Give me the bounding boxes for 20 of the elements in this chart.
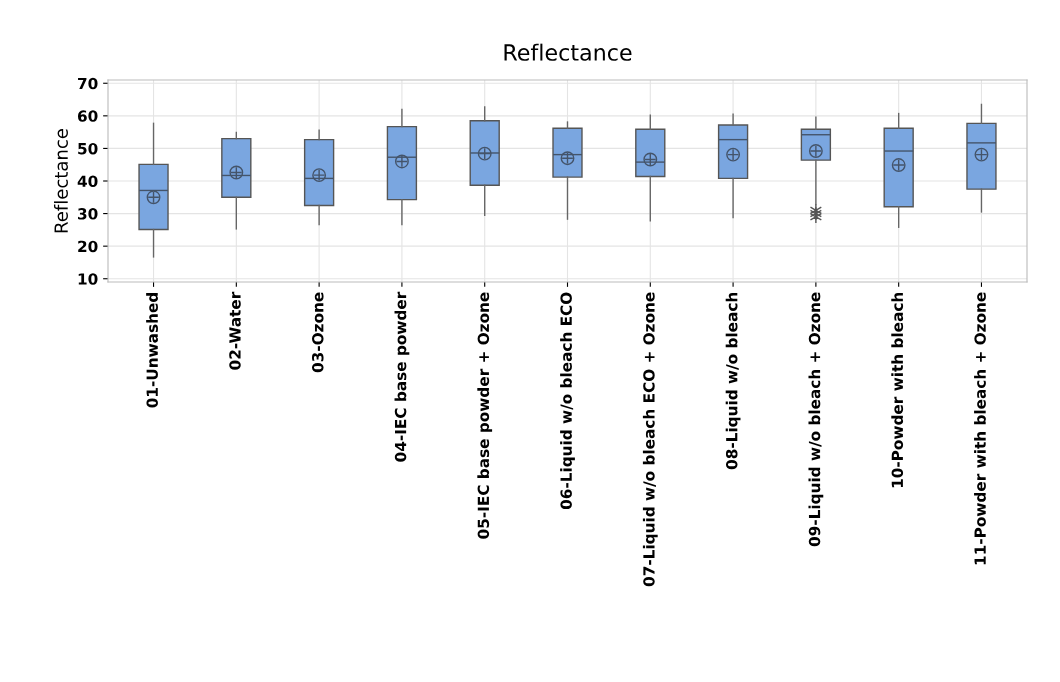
x-tick-label: 11-Powder with bleach + Ozone — [974, 292, 986, 565]
x-tick-label: 10-Powder with bleach — [891, 292, 904, 488]
y-tick-label: 20 — [78, 240, 98, 253]
chart-title: Reflectance — [504, 43, 632, 61]
y-tick-label: 70 — [78, 77, 98, 90]
x-tick-label: 09-Liquid w/o bleach + Ozone — [808, 292, 824, 547]
x-tick-label: 01-Unwashed — [146, 293, 158, 408]
y-tick-label: 30 — [78, 208, 98, 220]
x-tick-label: 06-Liquid w/o bleach ECO — [560, 292, 575, 510]
y-axis-title: Reflectance — [53, 129, 68, 233]
y-tick-label: 50 — [78, 142, 98, 155]
x-tick-label: 03-Ozone — [312, 292, 324, 373]
y-tick-label: 10 — [78, 273, 98, 285]
y-tick-label: 60 — [77, 110, 98, 122]
x-tick-label: 04-IEC base powder — [394, 291, 410, 462]
y-tick-label: 40 — [77, 175, 98, 188]
x-tick-label: 08-Liquid w/o bleach — [725, 292, 741, 470]
x-tick-label: 07-Liquid w/o bleach ECO + Ozone — [642, 292, 658, 587]
x-tick-label: 02-Water — [229, 291, 241, 370]
x-tick-label: 05-IEC base powder + Ozone — [477, 292, 493, 539]
